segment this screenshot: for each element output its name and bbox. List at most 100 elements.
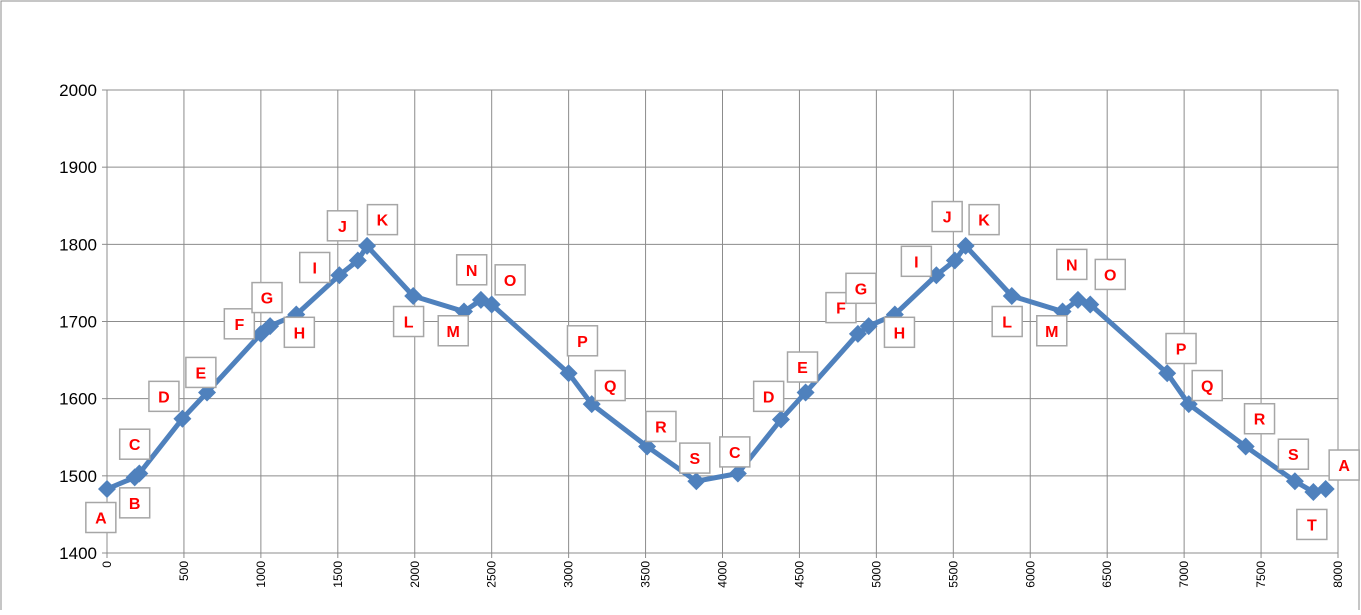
annotation-label: L	[392, 305, 425, 338]
annotation-label: F	[223, 308, 256, 340]
annotation-label: E	[786, 351, 819, 383]
annotation-text: L	[404, 315, 414, 332]
annotation-box	[366, 203, 399, 236]
data-point-marker	[956, 236, 975, 255]
annotation-text: B	[129, 496, 141, 513]
annotation-text: P	[577, 334, 588, 351]
annotation-box	[968, 203, 1000, 236]
annotation-text: H	[894, 325, 906, 342]
data-point-marker	[98, 479, 116, 498]
y-tick-label: 1500	[59, 467, 97, 486]
x-tick-label: 0	[100, 561, 114, 568]
data-point-marker	[330, 266, 349, 285]
annotation-box	[786, 351, 819, 383]
annotation-box	[392, 305, 425, 338]
data-point-marker	[687, 472, 706, 491]
x-tick-label: 5500	[946, 561, 960, 588]
annotation-label: G	[845, 272, 877, 305]
annotation-text: S	[1288, 447, 1299, 464]
annotation-text: O	[1104, 267, 1116, 284]
annotation-box	[1277, 438, 1310, 470]
annotation-box	[494, 264, 526, 296]
annotation-box	[1328, 449, 1360, 481]
data-point-marker	[482, 295, 501, 314]
x-tick-label: 1000	[254, 561, 268, 588]
annotation-label: L	[991, 305, 1023, 338]
annotation-box	[1056, 248, 1088, 281]
annotation-text: F	[836, 301, 846, 318]
x-tick-label: 4500	[792, 561, 806, 588]
annotation-box	[185, 356, 217, 389]
annotation-text: T	[1307, 517, 1317, 534]
data-point-marker	[404, 287, 423, 306]
annotation-text: H	[294, 325, 306, 342]
x-tick-label: 4000	[716, 561, 730, 588]
x-tick-label: 3500	[639, 561, 653, 588]
annotation-label: H	[883, 316, 916, 349]
data-point-marker	[130, 464, 149, 483]
annotation-label: R	[645, 410, 677, 443]
annotation-box	[1243, 402, 1276, 435]
annotation-label: D	[752, 380, 785, 413]
annotation-text: R	[1254, 412, 1266, 429]
annotation-label: Q	[594, 369, 626, 402]
y-tick-label: 1400	[59, 544, 97, 563]
annotation-label: A	[1328, 449, 1360, 481]
annotation-label: A	[85, 501, 117, 534]
annotation-text: J	[943, 210, 952, 227]
annotation-box	[455, 254, 488, 286]
annotation-text: C	[129, 437, 141, 454]
annotation-text: Q	[604, 379, 616, 396]
x-tick-label: 500	[177, 561, 191, 581]
annotation-box	[283, 316, 316, 349]
y-tick-label: 1800	[59, 235, 97, 254]
data-point-marker	[1081, 295, 1100, 314]
data-point-marker	[859, 317, 878, 336]
annotation-label: G	[251, 281, 283, 314]
x-tick-label: 2000	[408, 561, 422, 588]
annotation-label: M	[437, 315, 469, 347]
x-tick-label: 6500	[1100, 561, 1114, 588]
y-tick-label: 1600	[59, 390, 97, 409]
plot-border	[106, 89, 1339, 554]
annotation-text: R	[655, 419, 667, 436]
annotation-box	[1094, 258, 1127, 291]
annotation-label: R	[1243, 402, 1276, 435]
annotation-text: P	[1176, 342, 1187, 359]
annotation-label: P	[566, 325, 599, 357]
annotation-box	[991, 305, 1023, 338]
annotation-box	[752, 380, 785, 413]
annotation-label: E	[185, 356, 217, 389]
annotation-label: Q	[1191, 369, 1223, 402]
x-tick-label: 1500	[331, 561, 345, 588]
annotation-label: C	[719, 436, 751, 468]
annotation-text: G	[855, 281, 867, 298]
data-point-marker	[559, 364, 578, 383]
annotation-text: E	[196, 365, 207, 382]
annotation-label: M	[1036, 315, 1068, 347]
x-tick-label: 5000	[869, 561, 883, 588]
annotation-box	[645, 410, 677, 443]
annotation-text: D	[763, 389, 775, 406]
annotation-text: K	[978, 213, 990, 230]
annotation-box	[679, 442, 711, 474]
annotation-box	[298, 251, 331, 284]
annotation-label: K	[968, 203, 1000, 236]
y-tick-label: 2000	[59, 81, 97, 100]
data-point-marker	[1158, 364, 1177, 383]
annotation-box	[1165, 332, 1197, 365]
annotation-text: M	[447, 324, 460, 341]
annotation-label: H	[283, 316, 316, 349]
annotation-label: S	[1277, 438, 1310, 470]
data-point-marker	[796, 383, 815, 402]
annotation-box	[437, 315, 469, 347]
annotation-text: M	[1045, 324, 1058, 341]
annotation-box	[1036, 315, 1068, 347]
annotation-label: I	[298, 251, 331, 284]
annotation-label: P	[1165, 332, 1197, 365]
data-point-marker	[848, 324, 867, 343]
annotation-text: E	[797, 360, 808, 377]
x-tick-label: 7500	[1254, 561, 1268, 588]
